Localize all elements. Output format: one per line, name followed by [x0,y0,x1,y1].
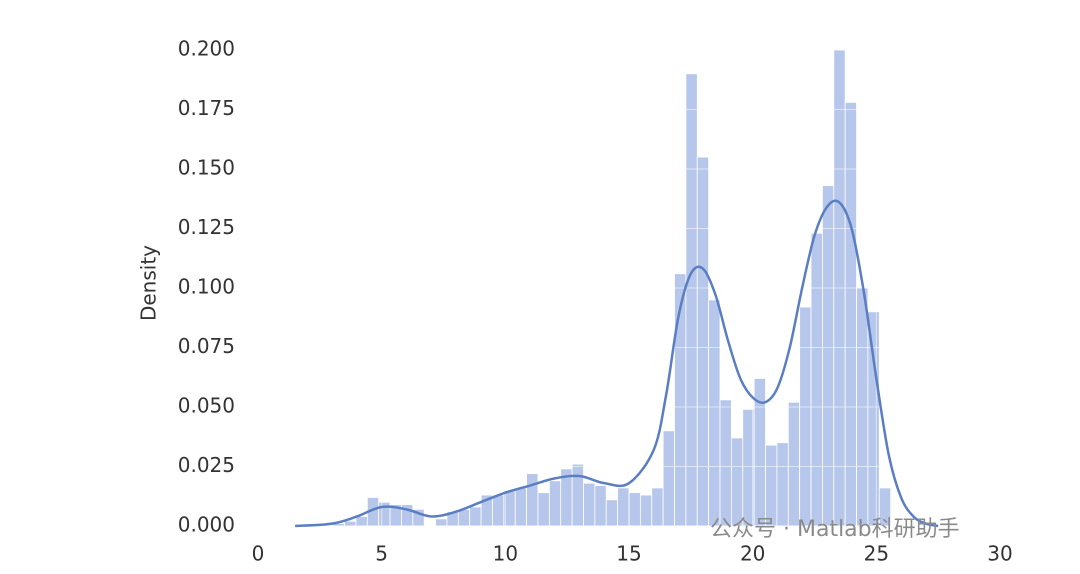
histogram-bar [708,299,721,527]
histogram-bar [583,482,596,527]
histogram-bar [344,520,357,527]
y-axis-label: Density [137,245,161,321]
histogram-bar [730,437,744,527]
histogram-bar [594,485,607,527]
y-tick-label: 0.050 [178,394,235,418]
histogram-bar [776,442,789,527]
histogram-bar [628,492,641,527]
histogram-bar [867,311,880,527]
histogram-bar [457,508,471,527]
x-tick-label: 20 [740,542,765,566]
histogram-bar [526,473,539,527]
y-tick-label: 0.100 [178,275,235,299]
histogram-bar [822,185,835,527]
histogram-bar [765,444,778,527]
y-tick-label: 0.075 [178,334,235,358]
histogram-bar [696,156,710,527]
histogram-bar [548,480,562,527]
histogram-bar [435,518,448,527]
y-tick-label: 0.025 [178,453,235,477]
histogram-bar [537,492,550,527]
y-tick-label: 0.125 [178,215,235,239]
histogram-bar [639,494,653,527]
x-tick-label: 30 [987,542,1012,566]
histogram-bar [685,73,698,527]
x-tick-label: 0 [252,542,265,566]
histogram-bar [810,232,823,527]
histogram-bar [799,306,812,527]
histogram-bar [651,487,664,527]
histogram-bar [492,494,505,527]
histogram-bar [605,499,619,527]
histogram-bar [571,463,584,527]
watermark: 公众号 · Matlab科研助手 [710,517,960,542]
x-tick-label: 25 [864,542,889,566]
histogram-bar [787,401,801,527]
kde-line [295,199,939,528]
histogram-bar [719,399,732,527]
histogram-bar [514,487,528,527]
histogram-bar [355,516,368,527]
histogram-bar [662,430,675,527]
x-tick-label: 15 [616,542,641,566]
histogram-bar [844,101,857,527]
y-tick-label: 0.175 [178,96,235,120]
x-tick-label: 10 [493,542,518,566]
y-tick-label: 0.000 [178,513,235,537]
y-tick-label: 0.150 [178,156,235,180]
histogram-bar [469,506,482,527]
x-tick-label: 5 [375,542,388,566]
histogram-bar [617,487,630,527]
y-tick-label: 0.200 [178,37,235,61]
